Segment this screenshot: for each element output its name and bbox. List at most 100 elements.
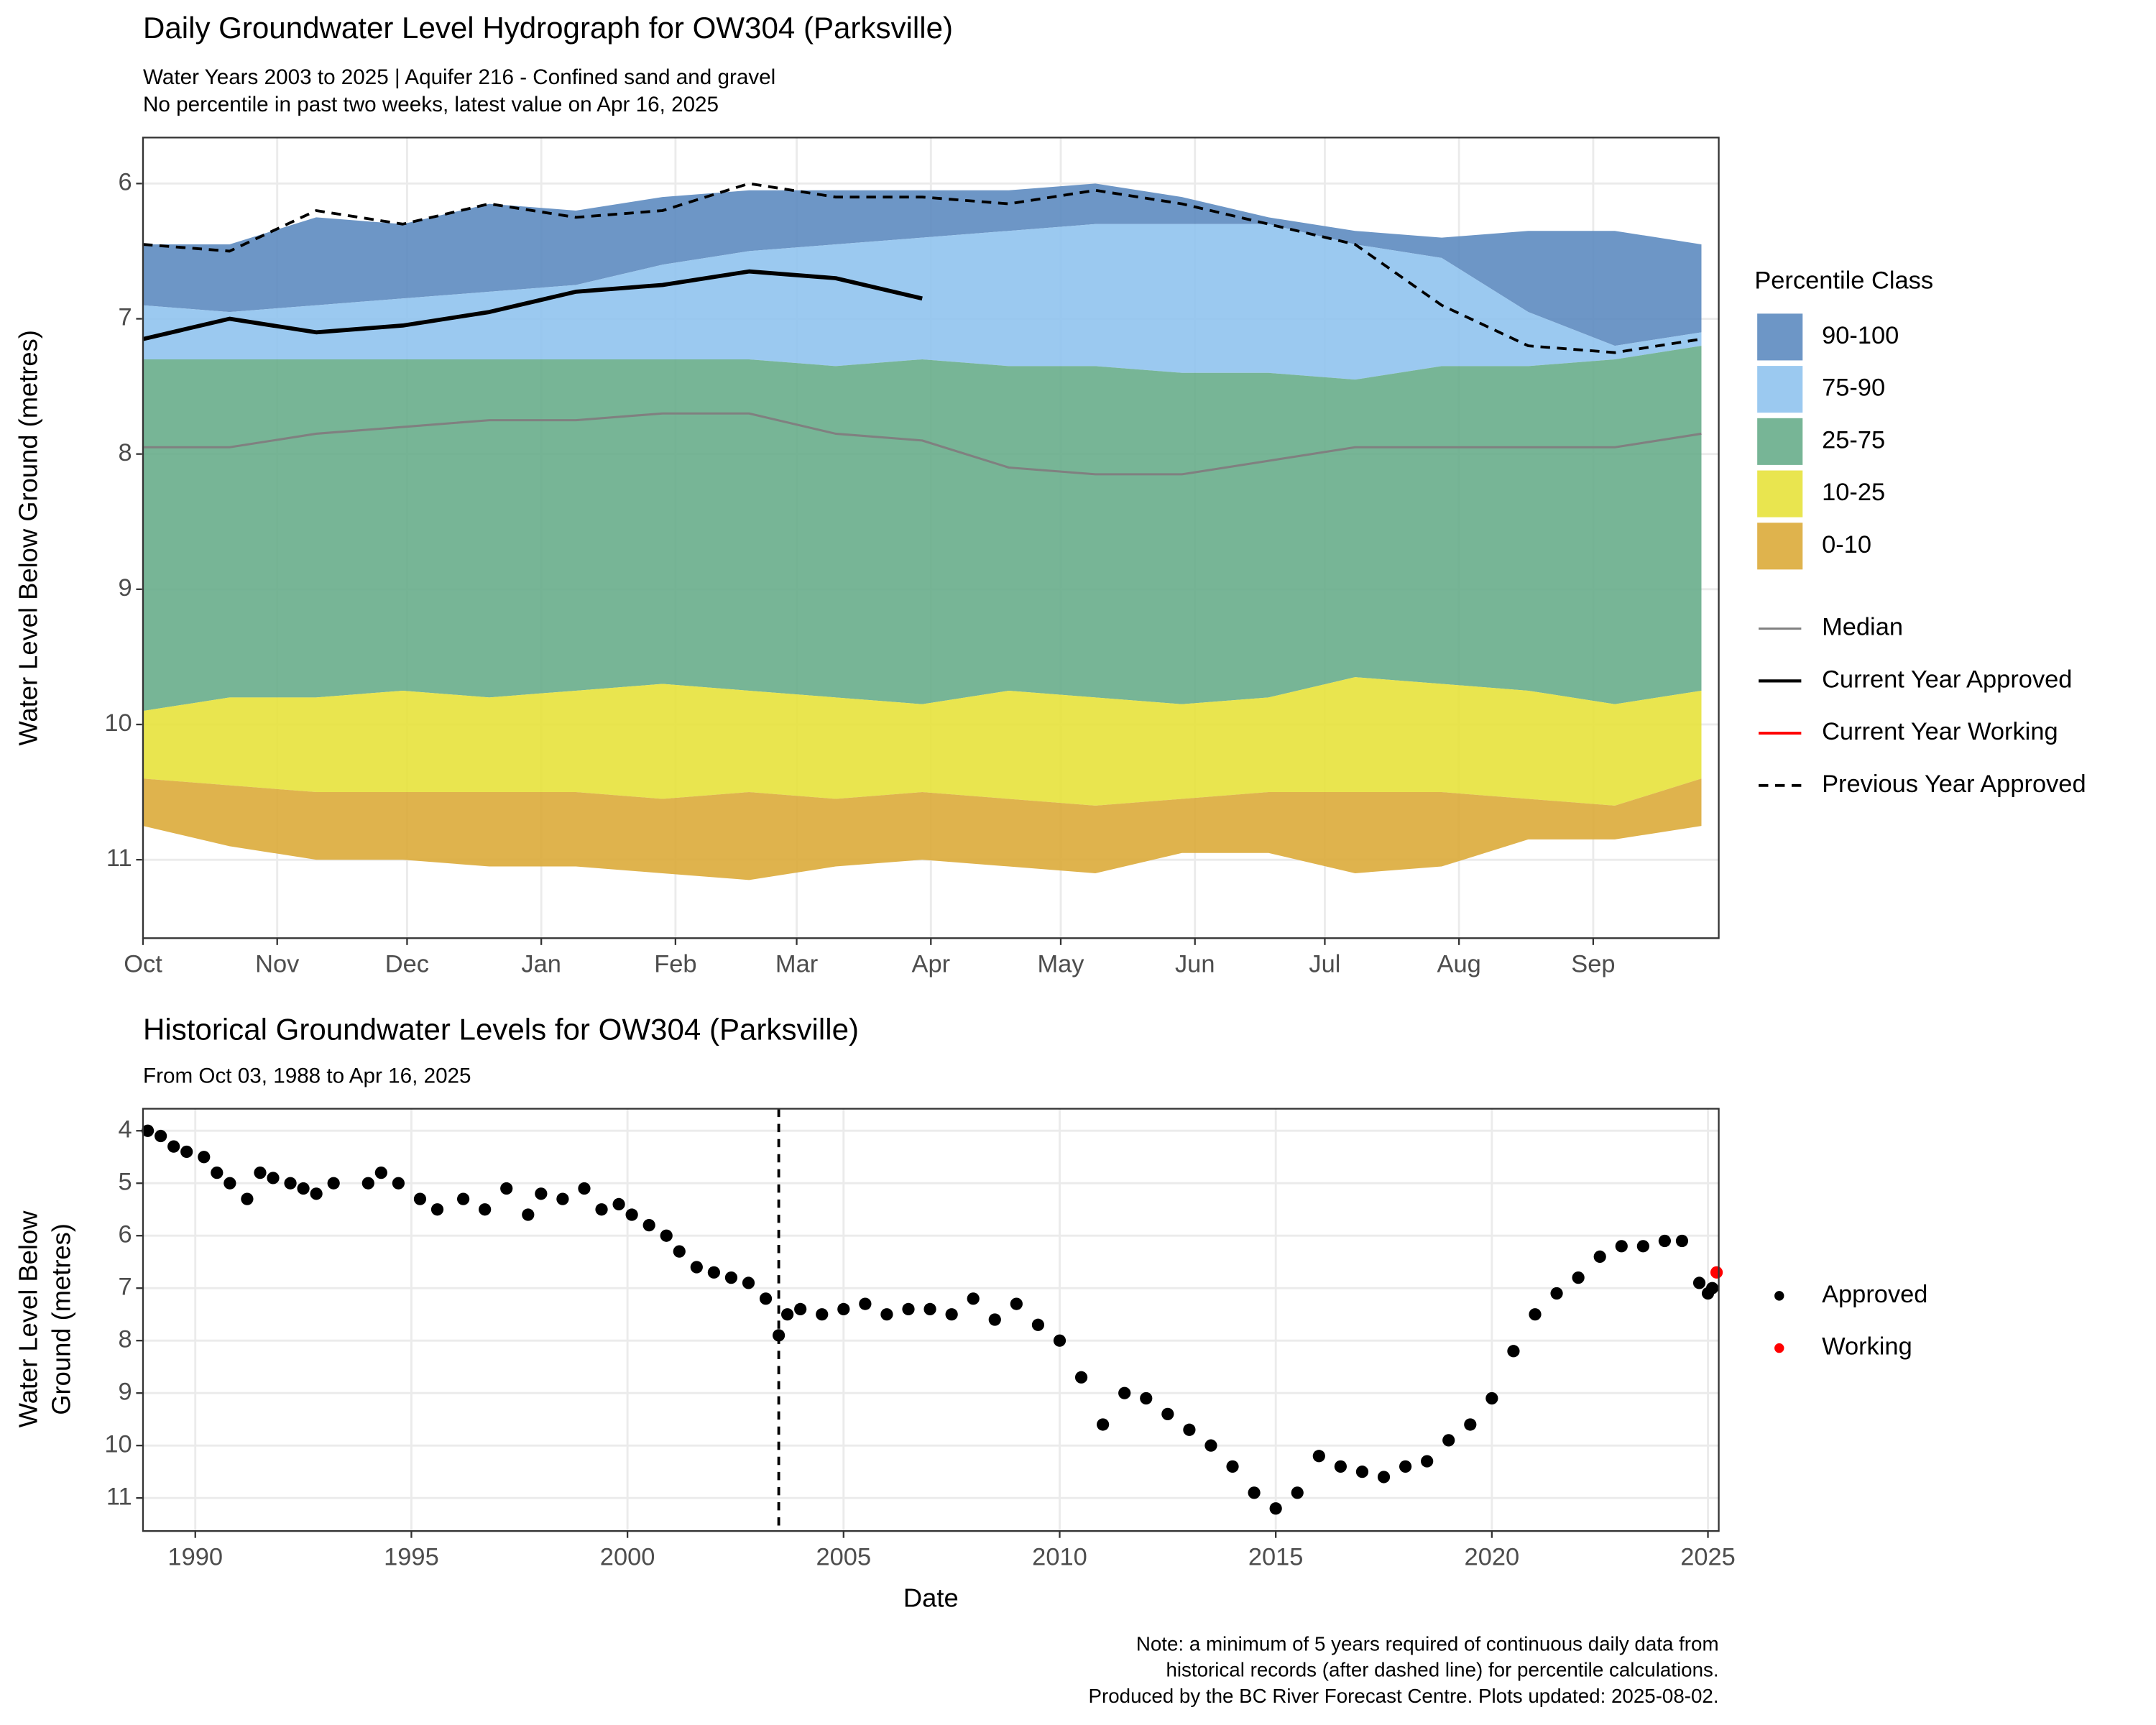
data-point (1421, 1455, 1434, 1468)
data-point (794, 1302, 807, 1316)
percentile-band (142, 224, 1702, 380)
x-tick-label: Oct (124, 951, 162, 978)
y-tick-label: 10 (104, 709, 132, 737)
data-point (1529, 1308, 1542, 1321)
data-point (1442, 1434, 1455, 1447)
y-tick-label: 8 (119, 439, 132, 466)
legend-label: 75-90 (1822, 374, 1885, 402)
percentile-band (142, 346, 1702, 712)
x-tick-label: Feb (654, 951, 696, 978)
data-point (327, 1177, 340, 1190)
data-point (413, 1192, 427, 1205)
data-point (1118, 1386, 1131, 1399)
y-tick-label: 6 (119, 1220, 132, 1248)
x-tick-label: 2020 (1465, 1544, 1520, 1571)
data-point (1183, 1423, 1196, 1436)
data-point (284, 1177, 297, 1190)
y-tick-label: 7 (119, 1273, 132, 1300)
data-point (1204, 1439, 1217, 1452)
data-point (1658, 1234, 1672, 1248)
y-tick-label: 10 (104, 1430, 132, 1458)
plot-border (142, 1108, 1720, 1532)
data-point (673, 1245, 686, 1258)
legend-label: 0-10 (1822, 531, 1871, 558)
data-point (1399, 1460, 1412, 1473)
legend-swatch (1757, 523, 1803, 570)
data-point (456, 1192, 470, 1205)
legend-label: Approved (1822, 1281, 1927, 1308)
data-point (1692, 1276, 1706, 1289)
data-point (967, 1292, 980, 1305)
data-point (500, 1182, 513, 1195)
data-point (267, 1172, 280, 1184)
data-point (1710, 1266, 1723, 1279)
subtitle: No percentile in past two weeks, latest … (143, 93, 719, 116)
y-axis-label: Water Level Below Ground (metres) (14, 330, 43, 745)
x-tick-label: 2005 (816, 1544, 871, 1571)
data-point (141, 1124, 155, 1137)
data-point (859, 1297, 872, 1310)
data-point (556, 1192, 569, 1205)
plot-panel (142, 1108, 1719, 1532)
data-point (880, 1308, 893, 1321)
data-point (211, 1167, 224, 1179)
data-point (759, 1292, 773, 1305)
data-point (198, 1151, 211, 1164)
y-tick-label: 6 (119, 168, 132, 196)
data-point (155, 1129, 167, 1143)
data-point (1334, 1460, 1347, 1473)
data-point (742, 1276, 755, 1289)
data-point (1248, 1486, 1261, 1499)
data-point (1550, 1287, 1563, 1300)
y-tick-label: 9 (119, 574, 132, 602)
legend-swatch (1757, 470, 1803, 518)
series-line (142, 269, 923, 341)
series-line (142, 412, 1702, 476)
x-tick-label: 1990 (167, 1544, 223, 1571)
data-point (167, 1140, 180, 1153)
y-tick-label: 11 (106, 845, 132, 872)
x-axis-label: Date (903, 1583, 959, 1612)
data-point (724, 1271, 738, 1284)
percentile-band (142, 677, 1702, 806)
chart-title: Historical Groundwater Levels for OW304 … (143, 1013, 859, 1046)
data-point (180, 1145, 193, 1159)
data-point (361, 1177, 374, 1190)
data-point (816, 1308, 829, 1321)
legend-label: 10-25 (1822, 479, 1885, 506)
data-point (1593, 1250, 1606, 1264)
x-tick-label: 2015 (1248, 1544, 1304, 1571)
data-point (535, 1187, 548, 1200)
legend-label: Working (1822, 1333, 1912, 1361)
legend-label: 90-100 (1822, 322, 1899, 349)
data-point (241, 1192, 254, 1205)
legend-label: Previous Year Approved (1822, 770, 2086, 798)
x-tick-label: 2010 (1032, 1544, 1087, 1571)
legend-swatch (1757, 313, 1803, 361)
data-point (707, 1266, 721, 1279)
data-point (1705, 1282, 1719, 1294)
legend-swatch (1757, 366, 1803, 413)
chart-title: Daily Groundwater Level Hydrograph for O… (143, 11, 953, 45)
data-point (430, 1203, 444, 1216)
x-tick-label: Apr (911, 951, 950, 978)
y-tick-label: 5 (119, 1168, 132, 1195)
data-point (392, 1177, 405, 1190)
subtitle: Water Years 2003 to 2025 | Aquifer 216 -… (143, 65, 775, 89)
legend-label: 25-75 (1822, 426, 1885, 454)
data-point (1053, 1334, 1067, 1347)
data-point (1269, 1502, 1282, 1515)
data-point (923, 1302, 936, 1316)
data-point (224, 1177, 236, 1190)
data-point (772, 1329, 786, 1342)
data-point (1615, 1240, 1628, 1253)
data-point (1507, 1345, 1520, 1358)
legend-title: Percentile Class (1754, 267, 1933, 294)
data-point (945, 1308, 958, 1321)
data-point (625, 1208, 638, 1221)
footnote: Produced by the BC River Forecast Centre… (1089, 1685, 1719, 1707)
y-axis-label: Water Level Below (14, 1210, 43, 1427)
legend-key (1774, 1343, 1784, 1353)
data-point (1010, 1297, 1023, 1310)
